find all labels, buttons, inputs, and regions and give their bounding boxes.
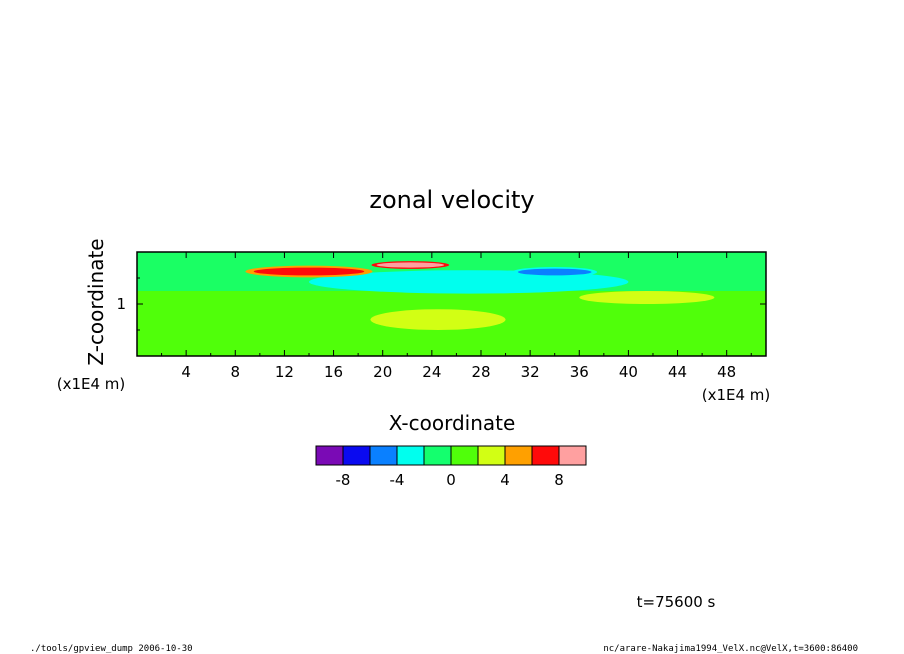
y-axis-label: Z-coordinate [84, 238, 108, 365]
x-tick-label-44: 44 [668, 363, 687, 381]
colorbar-swatch-4 [423, 445, 452, 466]
colorbar-swatch-6 [477, 445, 506, 466]
velocity-field [137, 252, 766, 356]
x-axis-ticks: 4 8 12 16 20 24 28 32 36 40 44 48 [161, 252, 752, 381]
colorbar-swatch-0 [315, 445, 344, 466]
colorbar-tick-label-8: 8 [554, 471, 564, 489]
colorbar-swatch-3 [396, 445, 425, 466]
x-tick-label-4: 4 [181, 363, 191, 381]
colorbar-swatch-2 [369, 445, 398, 466]
x-axis-label: X-coordinate [389, 411, 516, 435]
y-axis-ticks: 1 [116, 277, 766, 331]
x-tick-label-24: 24 [422, 363, 441, 381]
colorbar-swatch-1 [342, 445, 371, 466]
x-tick-label-12: 12 [275, 363, 294, 381]
feature-strong-positive-jet-west [253, 267, 365, 276]
colorbar: -8 -4 0 4 8 [315, 445, 587, 489]
x-tick-label-40: 40 [619, 363, 638, 381]
colorbar-swatch-5 [450, 445, 479, 466]
x-tick-label-48: 48 [717, 363, 736, 381]
x-axis-unit: (x1E4 m) [702, 386, 771, 404]
chart-title: zonal velocity [369, 186, 534, 214]
colorbar-tick-label--8: -8 [336, 471, 351, 489]
colorbar-swatch-9 [558, 445, 587, 466]
y-axis-unit: (x1E4 m) [57, 375, 126, 393]
feature-positive-patch-east [579, 291, 715, 304]
colorbar-tick-label--4: -4 [390, 471, 405, 489]
colorbar-swatch-8 [531, 445, 560, 466]
feature-strong-positive-jet-center [376, 262, 445, 268]
x-tick-label-28: 28 [471, 363, 490, 381]
colorbar-tick-label-4: 4 [500, 471, 510, 489]
time-annotation: t=75600 s [637, 593, 716, 611]
x-tick-label-8: 8 [231, 363, 241, 381]
feature-negative-core-east [517, 268, 592, 276]
x-tick-label-32: 32 [521, 363, 540, 381]
y-tick-label-1: 1 [116, 295, 126, 313]
colorbar-swatch-7 [504, 445, 533, 466]
x-tick-label-16: 16 [324, 363, 343, 381]
footer-right: nc/arare-Nakajima1994_VelX.nc@VelX,t=360… [603, 644, 858, 654]
x-tick-label-36: 36 [570, 363, 589, 381]
feature-positive-patch-lower [370, 309, 506, 330]
colorbar-tick-label-0: 0 [446, 471, 456, 489]
x-tick-label-20: 20 [373, 363, 392, 381]
footer-left: ./tools/gpview_dump 2006-10-30 [30, 644, 193, 654]
